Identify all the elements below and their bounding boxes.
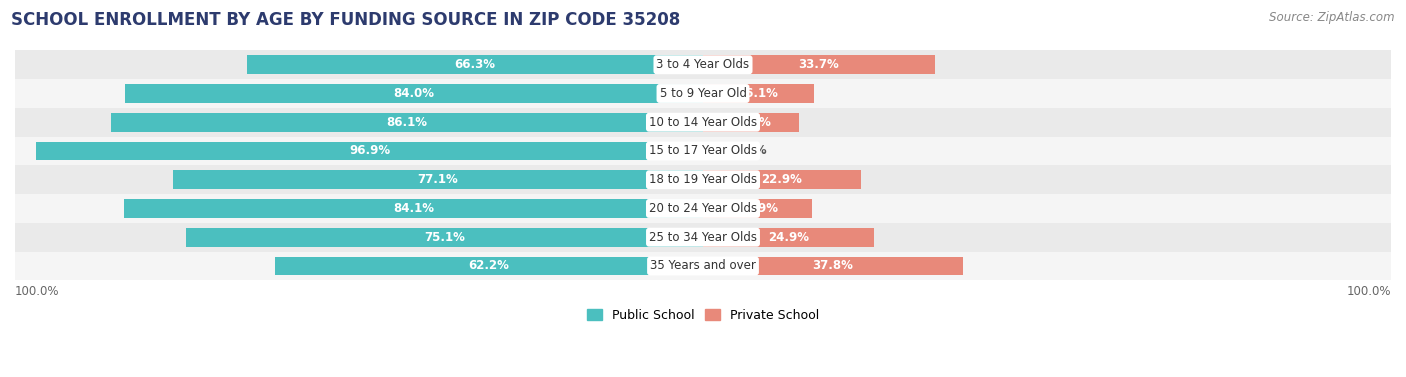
Bar: [15, 51, 1391, 79]
Text: 86.1%: 86.1%: [387, 116, 427, 129]
Text: 35 Years and over: 35 Years and over: [650, 259, 756, 273]
Bar: [703, 199, 813, 218]
Text: 16.1%: 16.1%: [738, 87, 779, 100]
Bar: [247, 55, 703, 74]
Bar: [37, 142, 703, 160]
Text: 18 to 19 Year Olds: 18 to 19 Year Olds: [650, 173, 756, 186]
Bar: [15, 223, 1391, 251]
Text: 37.8%: 37.8%: [813, 259, 853, 273]
Text: 33.7%: 33.7%: [799, 58, 839, 71]
Text: 77.1%: 77.1%: [418, 173, 458, 186]
Legend: Public School, Private School: Public School, Private School: [582, 304, 824, 327]
Text: 100.0%: 100.0%: [1347, 285, 1391, 297]
Bar: [124, 199, 703, 218]
Text: 20 to 24 Year Olds: 20 to 24 Year Olds: [650, 202, 756, 215]
Bar: [15, 166, 1391, 194]
Bar: [15, 108, 1391, 136]
Text: 100.0%: 100.0%: [15, 285, 59, 297]
Text: 84.0%: 84.0%: [394, 87, 434, 100]
Bar: [703, 257, 963, 275]
Text: 25 to 34 Year Olds: 25 to 34 Year Olds: [650, 231, 756, 244]
Bar: [703, 228, 875, 247]
Bar: [15, 136, 1391, 166]
Bar: [15, 251, 1391, 280]
Bar: [703, 142, 724, 160]
Bar: [703, 84, 814, 103]
Bar: [15, 194, 1391, 223]
Text: Source: ZipAtlas.com: Source: ZipAtlas.com: [1270, 11, 1395, 24]
Bar: [125, 84, 703, 103]
Text: 3.1%: 3.1%: [735, 144, 768, 158]
Text: 10 to 14 Year Olds: 10 to 14 Year Olds: [650, 116, 756, 129]
Bar: [703, 113, 799, 132]
Bar: [276, 257, 703, 275]
Text: 22.9%: 22.9%: [761, 173, 803, 186]
Text: 15.9%: 15.9%: [737, 202, 778, 215]
Text: SCHOOL ENROLLMENT BY AGE BY FUNDING SOURCE IN ZIP CODE 35208: SCHOOL ENROLLMENT BY AGE BY FUNDING SOUR…: [11, 11, 681, 29]
Bar: [703, 170, 860, 189]
Text: 96.9%: 96.9%: [349, 144, 391, 158]
Text: 13.9%: 13.9%: [730, 116, 772, 129]
Bar: [15, 79, 1391, 108]
Text: 66.3%: 66.3%: [454, 58, 495, 71]
Bar: [111, 113, 703, 132]
Text: 3 to 4 Year Olds: 3 to 4 Year Olds: [657, 58, 749, 71]
Text: 75.1%: 75.1%: [425, 231, 465, 244]
Text: 62.2%: 62.2%: [468, 259, 509, 273]
Text: 5 to 9 Year Old: 5 to 9 Year Old: [659, 87, 747, 100]
Bar: [187, 228, 703, 247]
Text: 15 to 17 Year Olds: 15 to 17 Year Olds: [650, 144, 756, 158]
Text: 24.9%: 24.9%: [768, 231, 810, 244]
Text: 84.1%: 84.1%: [394, 202, 434, 215]
Bar: [173, 170, 703, 189]
Bar: [703, 55, 935, 74]
